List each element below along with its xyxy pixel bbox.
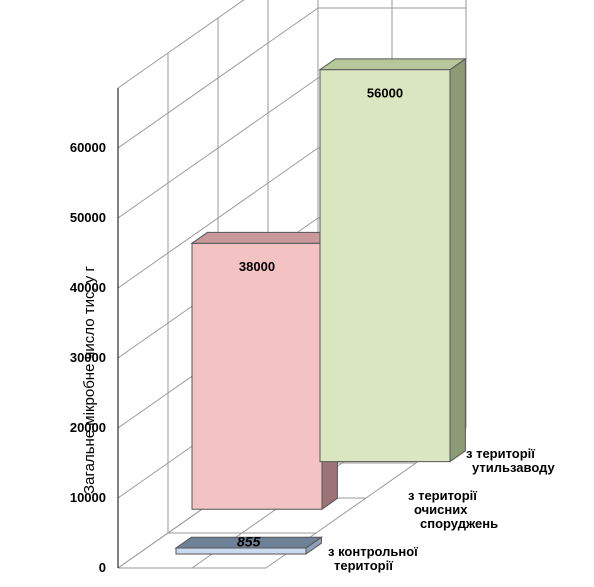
y-tick-label: 50000 bbox=[70, 210, 106, 225]
category-label: утильзаводу bbox=[472, 460, 556, 475]
bar-side-face bbox=[449, 57, 466, 463]
bar-value-label: 56000 bbox=[367, 86, 403, 101]
y-tick-label: 40000 bbox=[70, 280, 106, 295]
y-tick-label: 20000 bbox=[70, 420, 106, 435]
bar-value-label: 38000 bbox=[239, 259, 275, 274]
bar-3 bbox=[318, 57, 467, 463]
bar-top-face bbox=[190, 231, 339, 244]
category-label: з контрольної bbox=[328, 544, 418, 559]
category-label: споруджень bbox=[420, 516, 498, 531]
bar-top-face bbox=[174, 536, 323, 549]
label-layer: 0 10000 20000 30000 40000 50000 60000 855 з конт… bbox=[70, 86, 556, 575]
category-label: очисних bbox=[414, 502, 468, 517]
y-tick-label: 0 bbox=[99, 560, 106, 575]
bar-top-face bbox=[318, 58, 467, 71]
bar-value-label: 855 bbox=[237, 534, 261, 550]
bar-front-face bbox=[319, 69, 451, 463]
y-axis-title: Загальне мікробне число тис, у г bbox=[81, 266, 98, 494]
category-label: території bbox=[334, 558, 393, 573]
y-tick-label: 10000 bbox=[70, 490, 106, 505]
y-tick-label: 30000 bbox=[70, 350, 106, 365]
category-label: з території bbox=[466, 446, 535, 461]
bar-layer bbox=[174, 57, 467, 555]
category-label: з території bbox=[408, 488, 477, 503]
y-tick-label: 60000 bbox=[70, 140, 106, 155]
bar-front-face bbox=[191, 242, 323, 510]
bar-1 bbox=[174, 536, 323, 555]
